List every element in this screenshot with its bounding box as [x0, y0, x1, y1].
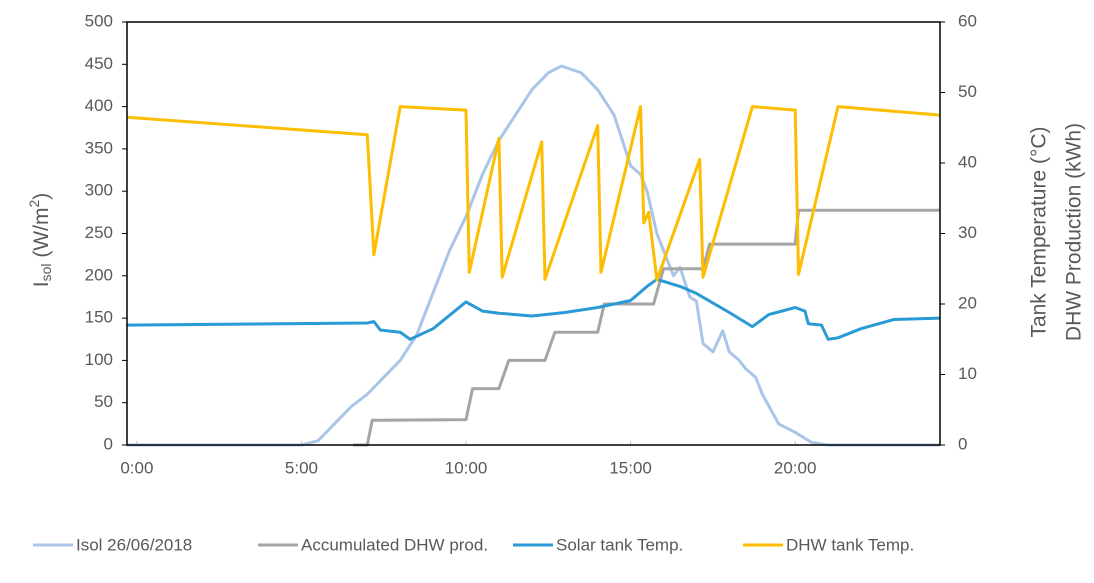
y-tick-label: 250 [85, 223, 113, 242]
y-tick-label: 450 [85, 54, 113, 73]
y2-tick-label: 20 [958, 293, 977, 312]
y-axis-title: Isol (W/m2) [26, 193, 54, 288]
y-axis-title-sub: sol [38, 264, 54, 282]
y2-axis-title: Tank Temperature (°C) [1028, 126, 1051, 337]
y-tick-label: 0 [104, 434, 113, 453]
y2-axis-title: DHW Production (kWh) [1063, 123, 1086, 341]
y-tick-label: 300 [85, 181, 113, 200]
y-axis-title-unit: (W/m [30, 208, 53, 264]
y-axis-title-sup: 2 [26, 200, 42, 208]
y-tick-label: 50 [94, 392, 113, 411]
plot-frame [126, 21, 941, 446]
legend-label: Solar tank Temp. [556, 535, 683, 554]
y2-tick-label: 60 [958, 11, 977, 30]
y2-tick-label: 40 [958, 152, 977, 171]
y2-tick-label: 10 [958, 364, 977, 383]
series-line [126, 105, 941, 282]
y2-tick-label: 0 [958, 434, 967, 453]
legend-label: DHW tank Temp. [786, 535, 914, 554]
y-tick-label: 400 [85, 96, 113, 115]
x-tick-label: 0:00 [120, 458, 153, 477]
series-line [126, 277, 941, 341]
x-tick-label: 10:00 [445, 458, 488, 477]
y-axis-title-end: ) [30, 193, 53, 200]
x-tick-label: 15:00 [609, 458, 652, 477]
series-line [127, 64, 940, 447]
y-tick-label: 150 [85, 308, 113, 327]
y-tick-label: 200 [85, 265, 113, 284]
legend-label: Accumulated DHW prod. [301, 535, 488, 554]
x-tick-label: 5:00 [285, 458, 318, 477]
y-axis-title-main: I [30, 281, 53, 287]
y2-tick-label: 50 [958, 82, 977, 101]
x-tick-label: 20:00 [774, 458, 817, 477]
y-tick-label: 350 [85, 138, 113, 157]
y2-tick-label: 30 [958, 223, 977, 242]
y-tick-label: 500 [85, 11, 113, 30]
series-line [353, 208, 940, 447]
y-tick-label: 100 [85, 350, 113, 369]
legend-label: Isol 26/06/2018 [76, 535, 192, 554]
